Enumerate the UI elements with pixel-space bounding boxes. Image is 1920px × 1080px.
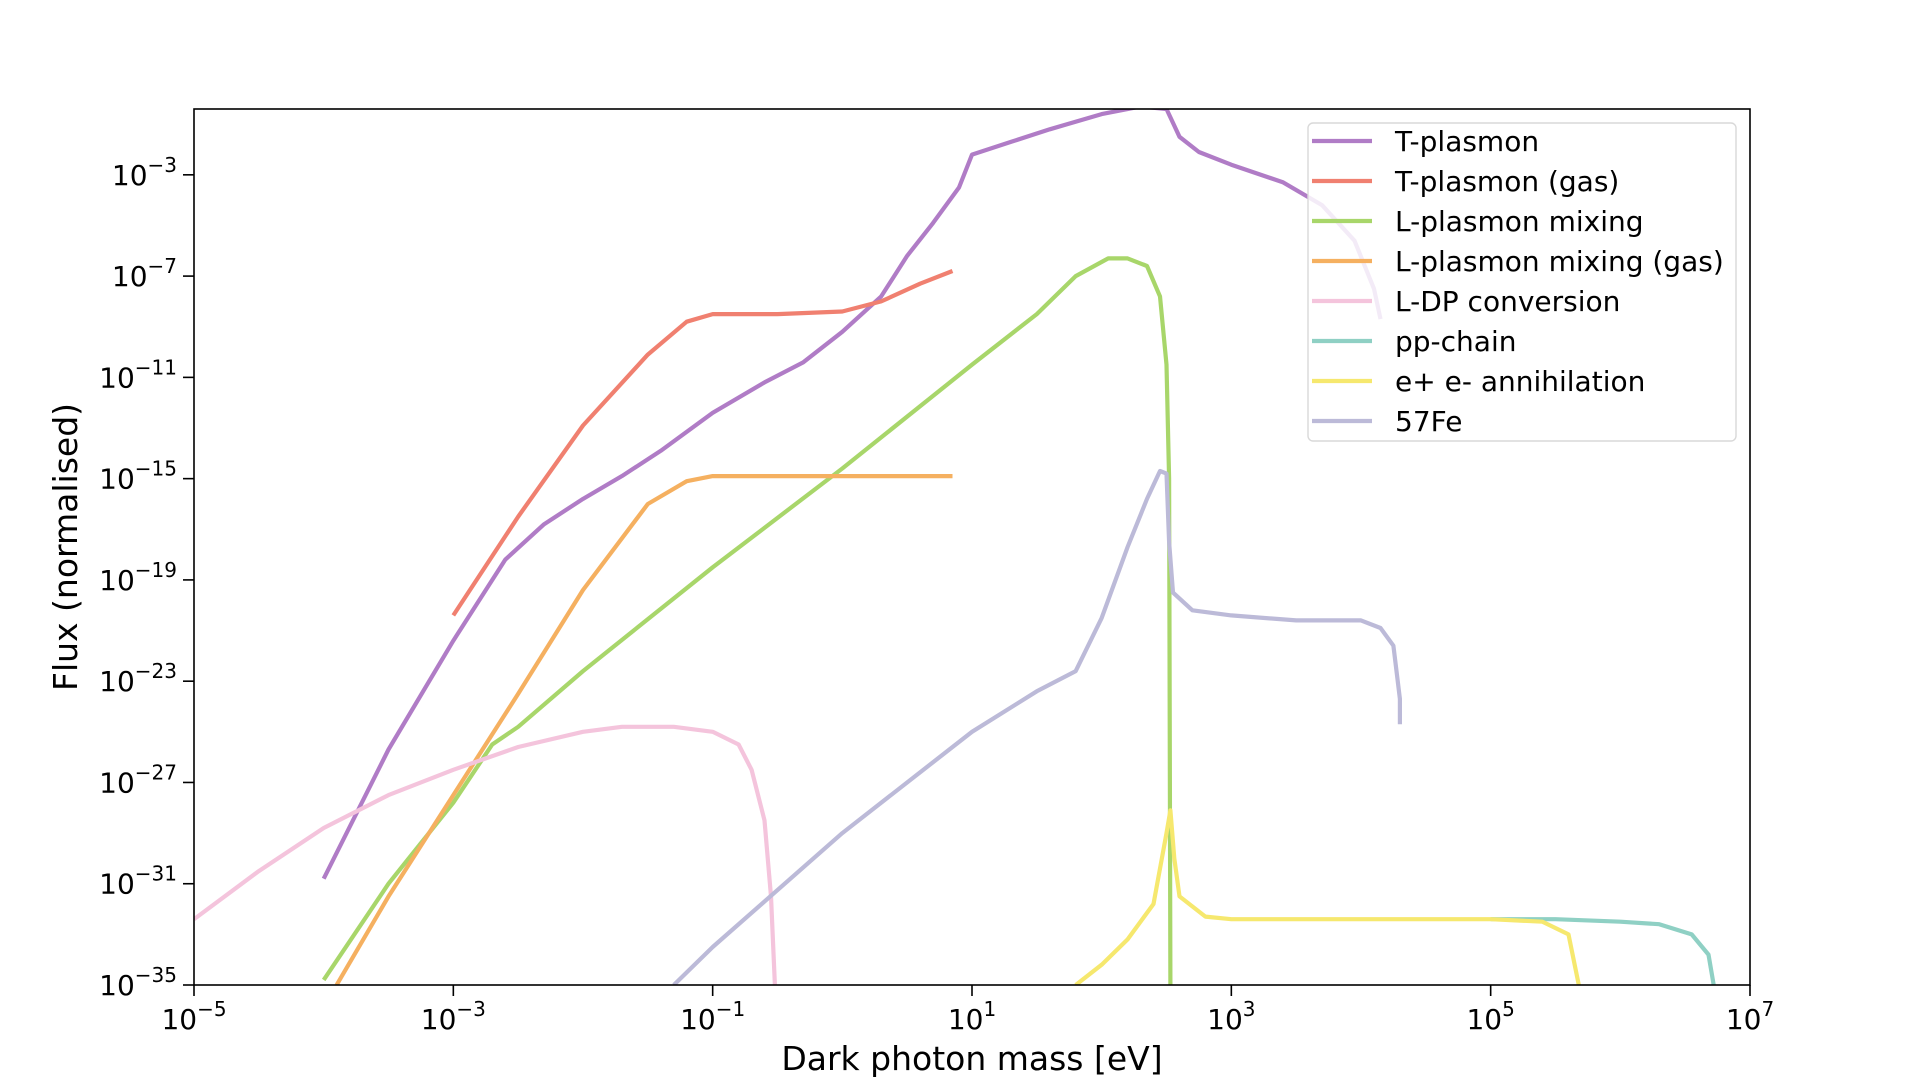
y-tick-label: 10−7 <box>112 254 177 293</box>
legend-label: L-DP conversion <box>1395 285 1620 318</box>
legend-item: e+ e- annihilation <box>1312 365 1645 398</box>
legend-items: T-plasmon T-plasmon (gas) L-plasmon mixing… <box>1312 125 1724 438</box>
y-tick-label: 10−31 <box>99 862 177 901</box>
legend-label: 57Fe <box>1395 405 1462 438</box>
x-tick-label: 105 <box>1466 997 1514 1036</box>
legend-item: L-plasmon mixing <box>1312 205 1644 238</box>
y-axis: 10−3 10−7 10−11 10−15 10−19 10−23 10−27 10−31 10… <box>99 153 194 1002</box>
legend-item: T-plasmon (gas) <box>1312 165 1619 198</box>
x-axis-label: Dark photon mass [eV] <box>781 1039 1162 1078</box>
y-tick-label: 10−11 <box>99 355 177 394</box>
legend-item: L-plasmon mixing (gas) <box>1312 245 1724 278</box>
x-tick-label: 10−5 <box>161 997 226 1036</box>
x-tick-label: 10−3 <box>421 997 486 1036</box>
y-tick-label: 10−15 <box>99 457 177 496</box>
legend-label: L-plasmon mixing (gas) <box>1395 245 1724 278</box>
x-axis: 10−5 10−3 10−1 101 103 105 107 <box>161 985 1774 1036</box>
series-line-t-plasmon <box>321 109 1383 880</box>
y-tick-label: 10−35 <box>99 963 177 1002</box>
x-tick-label: 10−1 <box>680 997 745 1036</box>
x-tick-label: 101 <box>948 997 996 1036</box>
series-line-l-dp-conversion <box>194 724 777 985</box>
legend-label: pp-chain <box>1395 325 1516 358</box>
series-line-pp-chain <box>1490 917 1716 985</box>
y-tick-label: 10−23 <box>99 659 177 698</box>
series-line-e-e-annihilation <box>1074 808 1581 985</box>
legend-label: T-plasmon (gas) <box>1394 165 1619 198</box>
legend-item: L-DP conversion <box>1312 285 1620 318</box>
y-axis-label: Flux (normalised) <box>46 403 85 691</box>
series-line-l-plasmon-mixing-gas <box>334 474 953 985</box>
series-line-t-plasmon-gas <box>451 269 954 617</box>
legend: T-plasmon T-plasmon (gas) L-plasmon mixing… <box>1307 122 1737 442</box>
y-tick-label: 10−27 <box>99 760 177 799</box>
series-line-57fe <box>672 468 1402 985</box>
series-layer <box>194 109 1716 985</box>
y-tick-label: 10−19 <box>99 558 177 597</box>
x-tick-label: 107 <box>1726 997 1774 1036</box>
legend-label: e+ e- annihilation <box>1395 365 1645 398</box>
legend-label: T-plasmon <box>1394 125 1539 158</box>
legend-item: T-plasmon <box>1312 125 1539 158</box>
legend-label: L-plasmon mixing <box>1395 205 1644 238</box>
y-tick-label: 10−3 <box>112 153 177 192</box>
legend-item: pp-chain <box>1312 325 1516 358</box>
legend-box <box>1307 122 1737 442</box>
series-line-l-plasmon-mixing <box>321 256 1173 985</box>
x-tick-label: 103 <box>1207 997 1255 1036</box>
legend-item: 57Fe <box>1312 405 1462 438</box>
